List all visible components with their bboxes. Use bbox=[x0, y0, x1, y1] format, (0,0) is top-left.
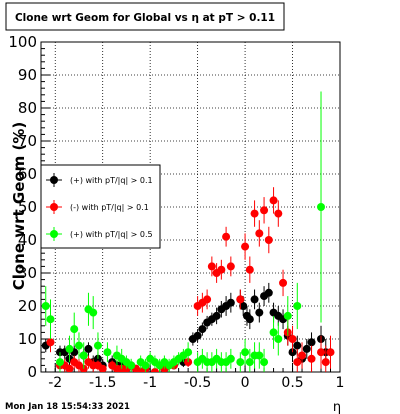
y-tick-label: 40 bbox=[18, 231, 37, 249]
data-point bbox=[98, 364, 107, 372]
x-axis-label: η bbox=[333, 400, 341, 414]
data-point bbox=[321, 358, 330, 367]
data-point bbox=[150, 368, 159, 372]
data-point bbox=[250, 209, 259, 218]
y-tick-label: 0 bbox=[27, 363, 37, 381]
x-tick-label: -0.5 bbox=[184, 375, 211, 391]
x-tick-label: -2 bbox=[48, 375, 62, 391]
data-point bbox=[279, 278, 288, 287]
series-layer bbox=[41, 91, 335, 372]
data-point bbox=[141, 361, 150, 370]
data-point bbox=[255, 229, 264, 238]
data-point bbox=[74, 341, 83, 350]
data-point bbox=[255, 308, 264, 317]
data-point bbox=[70, 325, 79, 334]
data-point bbox=[255, 351, 264, 360]
data-point bbox=[241, 242, 250, 251]
x-tick-label: -1.5 bbox=[89, 375, 116, 391]
data-point bbox=[326, 348, 335, 357]
y-tick-label: 20 bbox=[18, 297, 37, 315]
data-point bbox=[239, 302, 248, 310]
data-point bbox=[84, 344, 93, 353]
title-box: Clone wrt Geom for Global vs η at pT > 0… bbox=[5, 2, 285, 31]
data-point bbox=[264, 236, 273, 244]
legend: (+) with pT/|q| > 0.1 (-) with pT/|q| > 0… bbox=[40, 164, 161, 249]
y-tick-label: 90 bbox=[18, 66, 37, 84]
data-point bbox=[241, 348, 250, 357]
data-point bbox=[293, 358, 302, 367]
data-point bbox=[288, 335, 297, 343]
data-point bbox=[226, 298, 235, 307]
data-point bbox=[307, 338, 316, 347]
series-2 bbox=[41, 91, 326, 372]
data-point bbox=[293, 341, 302, 350]
y-tick-label: 60 bbox=[18, 165, 37, 183]
data-point bbox=[250, 295, 259, 304]
data-point bbox=[293, 302, 302, 310]
data-point bbox=[236, 358, 245, 367]
data-point bbox=[226, 354, 235, 363]
data-point bbox=[41, 302, 50, 310]
data-point bbox=[245, 315, 254, 324]
data-point bbox=[79, 351, 88, 360]
data-point bbox=[317, 348, 326, 357]
data-point bbox=[260, 206, 269, 215]
x-tick-label: 0.5 bbox=[281, 375, 303, 391]
data-point bbox=[198, 325, 207, 334]
data-point bbox=[207, 262, 216, 271]
series-1 bbox=[46, 187, 335, 372]
data-point bbox=[274, 209, 283, 218]
data-point bbox=[274, 335, 283, 343]
data-point bbox=[269, 196, 278, 205]
y-tick-label: 80 bbox=[18, 99, 37, 117]
legend-marker bbox=[50, 230, 58, 238]
x-tick-label: -1 bbox=[143, 375, 157, 391]
data-point bbox=[93, 341, 102, 350]
chart-title: Clone wrt Geom for Global vs η at pT > 0… bbox=[15, 12, 275, 24]
legend-label: (+) with pT/|q| > 0.5 bbox=[70, 230, 153, 239]
legend-label: (-) with pT/|q| > 0.1 bbox=[70, 203, 149, 212]
data-point bbox=[222, 232, 231, 241]
data-point bbox=[283, 311, 292, 320]
data-point bbox=[260, 358, 269, 367]
data-point bbox=[103, 348, 112, 357]
data-point bbox=[203, 295, 212, 304]
data-point bbox=[269, 328, 278, 337]
legend-marker bbox=[50, 176, 58, 184]
data-point bbox=[226, 262, 235, 271]
data-point bbox=[46, 315, 55, 324]
y-tick-label: 50 bbox=[18, 198, 37, 216]
y-tick-label: 10 bbox=[18, 330, 37, 348]
y-tick-label: 30 bbox=[18, 264, 37, 282]
data-point bbox=[55, 358, 64, 367]
data-point bbox=[46, 338, 55, 347]
data-point bbox=[65, 344, 74, 353]
data-point bbox=[245, 358, 254, 367]
data-point bbox=[212, 311, 221, 320]
y-tick-label: 70 bbox=[18, 132, 37, 150]
data-point bbox=[217, 265, 226, 274]
data-point bbox=[184, 348, 193, 357]
timestamp: Mon Jan 18 15:54:33 2021 bbox=[5, 402, 130, 412]
data-point bbox=[307, 354, 316, 363]
x-tick-label: 1 bbox=[336, 375, 345, 391]
data-point bbox=[317, 203, 326, 211]
data-point bbox=[302, 344, 311, 353]
legend-marker bbox=[50, 203, 58, 211]
legend-label: (+) with pT/|q| > 0.1 bbox=[70, 176, 153, 185]
y-tick-label: 100 bbox=[8, 33, 37, 51]
data-point bbox=[245, 265, 254, 274]
data-point bbox=[193, 331, 202, 340]
data-point bbox=[127, 361, 136, 370]
data-point bbox=[264, 288, 273, 297]
data-point bbox=[298, 351, 307, 360]
data-point bbox=[236, 295, 245, 304]
data-point bbox=[65, 364, 74, 372]
x-tick-label: 0 bbox=[241, 375, 250, 391]
data-point bbox=[89, 308, 98, 317]
y-axis-label: Clone wrt Geom (%) bbox=[10, 122, 28, 291]
